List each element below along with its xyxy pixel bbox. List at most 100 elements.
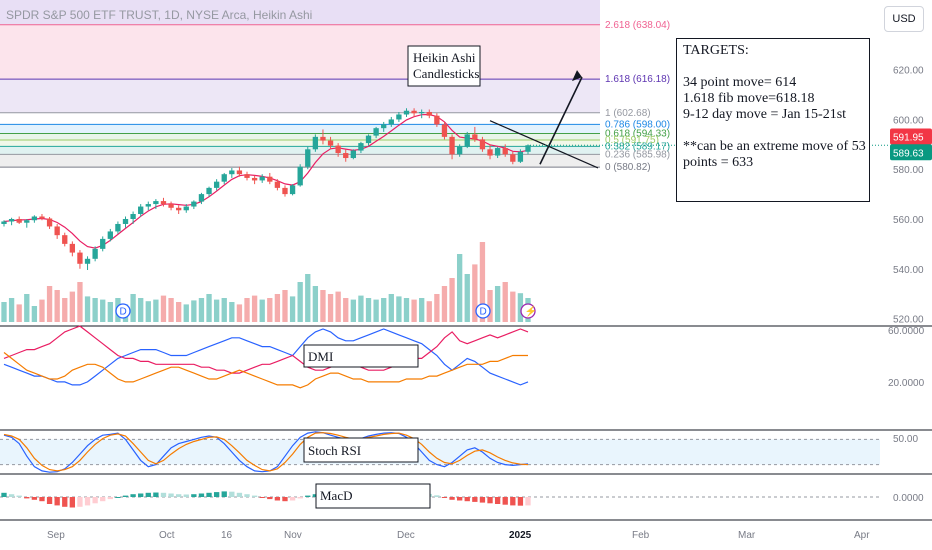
candle-body bbox=[449, 136, 455, 155]
y-tick-label: 560.00 bbox=[893, 215, 924, 226]
stoch-k-line bbox=[3, 431, 529, 473]
candle-body bbox=[396, 114, 402, 120]
macd-hist-bar bbox=[168, 493, 174, 497]
candle-body bbox=[122, 218, 129, 224]
candle-body bbox=[39, 216, 45, 219]
candle-body bbox=[517, 151, 524, 162]
macd-hist-bar bbox=[251, 495, 258, 497]
fib-label: 1.618 (616.18) bbox=[605, 74, 670, 85]
volume-bar bbox=[472, 264, 478, 322]
volume-bar bbox=[441, 286, 448, 322]
candle-body bbox=[411, 110, 417, 114]
volume-bar bbox=[327, 294, 334, 322]
volume-bar bbox=[320, 290, 326, 322]
x-tick-label: Nov bbox=[284, 530, 302, 541]
event-marker-glyph: D bbox=[480, 307, 487, 318]
volume-bar bbox=[46, 286, 53, 322]
macd-hist-bar bbox=[487, 497, 493, 504]
candle-body bbox=[176, 207, 182, 211]
candle-body bbox=[244, 174, 250, 178]
macd-hist-bar bbox=[213, 492, 220, 497]
volume-bar bbox=[107, 302, 113, 322]
macd-hist-bar bbox=[502, 497, 508, 505]
macd-hist-bar bbox=[92, 497, 98, 504]
macd-hist-bar bbox=[282, 497, 288, 502]
candle-body bbox=[138, 206, 144, 215]
volume-bar bbox=[24, 294, 30, 322]
candle-body bbox=[282, 187, 288, 195]
macd-hist-bar bbox=[183, 494, 189, 497]
macd-hist-bar bbox=[62, 497, 68, 507]
fib-label: 0.5 (591.75) bbox=[605, 135, 659, 146]
volume-bar bbox=[305, 274, 311, 322]
volume-bar bbox=[168, 298, 174, 322]
y-tick-label: 580.00 bbox=[893, 165, 924, 176]
volume-bar bbox=[16, 304, 22, 322]
macd-hist-bar bbox=[221, 491, 227, 497]
targets-line: 9-12 day move = Jan 15-21st bbox=[683, 107, 847, 122]
macd-hist-bar bbox=[1, 492, 7, 497]
targets-line: 34 point move= 614 bbox=[683, 75, 797, 90]
macd-hist-bar bbox=[46, 497, 53, 504]
candle-body bbox=[54, 226, 60, 236]
candle-body bbox=[267, 176, 273, 182]
targets-line bbox=[683, 59, 863, 75]
macd-hist-bar bbox=[305, 495, 311, 497]
volume-bar bbox=[153, 299, 159, 322]
volume-bar bbox=[350, 299, 356, 322]
fib-zone-0 bbox=[0, 0, 600, 25]
candle-body bbox=[320, 136, 326, 141]
fib-label: 2.618 (638.04) bbox=[605, 20, 670, 31]
candle-body bbox=[92, 248, 98, 259]
candle-body bbox=[358, 143, 364, 151]
x-tick-label: Feb bbox=[632, 530, 650, 541]
volume-bar bbox=[388, 294, 394, 322]
macd-hist-bar bbox=[8, 494, 15, 497]
volume-bar bbox=[236, 304, 243, 322]
candle-body bbox=[350, 150, 356, 159]
macd-hist-bar bbox=[494, 497, 501, 504]
volume-bar bbox=[84, 296, 91, 322]
macd-label: MacD bbox=[320, 488, 353, 503]
volume-bar bbox=[206, 294, 212, 322]
dmi-minus-line bbox=[3, 325, 529, 374]
candle-body bbox=[487, 149, 493, 156]
candle-body bbox=[153, 201, 159, 205]
volume-bar bbox=[267, 298, 273, 322]
candle-body bbox=[16, 218, 22, 223]
dmi-label-box bbox=[303, 344, 419, 368]
candle-body bbox=[259, 176, 265, 181]
macd-hist-bar bbox=[229, 491, 235, 497]
volume-bar bbox=[191, 300, 197, 322]
macd-hist-bar bbox=[107, 497, 113, 500]
fib-zone-2 bbox=[0, 79, 600, 113]
macd-hist-bar bbox=[236, 492, 243, 497]
volume-bar bbox=[31, 306, 38, 322]
targets-line: 1.618 fib move=618.18 bbox=[683, 91, 815, 106]
currency-button[interactable]: USD bbox=[884, 6, 924, 32]
event-marker-glyph: ⚡ bbox=[525, 305, 537, 318]
candle-body bbox=[434, 115, 440, 125]
x-tick-label: Dec bbox=[397, 530, 415, 541]
volume-bar bbox=[130, 294, 136, 322]
candle-body bbox=[24, 220, 30, 223]
candle-body bbox=[77, 252, 83, 264]
volume-bar bbox=[335, 291, 341, 322]
macd-hist-bar bbox=[84, 497, 91, 506]
fib-zone-8 bbox=[0, 154, 600, 168]
volume-bar bbox=[69, 291, 76, 322]
last-price-tag: 589.63 bbox=[893, 148, 924, 159]
fib-label: 0 (580.82) bbox=[605, 162, 651, 173]
macd-hist-bar bbox=[289, 497, 296, 501]
targets-note[interactable]: TARGETS: 34 point move= 614 1.618 fib mov… bbox=[676, 38, 870, 202]
fib-zone-3 bbox=[0, 112, 600, 125]
volume-bar bbox=[502, 282, 508, 322]
fib-label: 1 (602.68) bbox=[605, 108, 651, 119]
volume-bar bbox=[411, 299, 417, 322]
volume-bar bbox=[221, 298, 227, 322]
x-tick-label: 16 bbox=[221, 530, 233, 541]
volume-bar bbox=[403, 298, 410, 322]
candle-body bbox=[343, 153, 349, 159]
